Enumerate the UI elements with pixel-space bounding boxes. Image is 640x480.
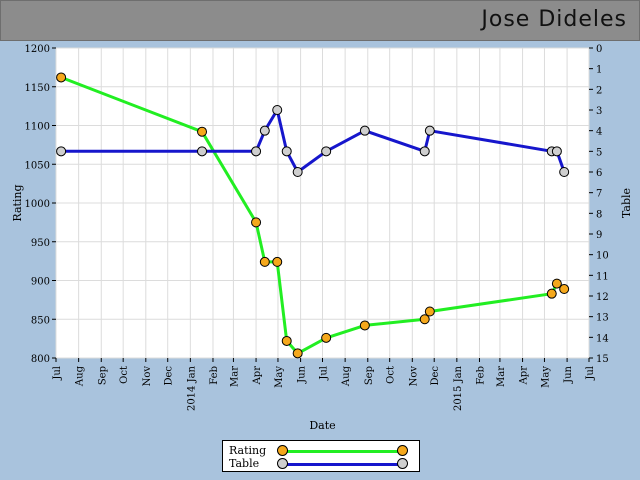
data-point-rating xyxy=(559,284,570,295)
x-tick-label: Oct xyxy=(119,366,130,384)
x-tick-label: Feb xyxy=(475,366,486,385)
y-right-tick-label: 15 xyxy=(596,354,609,365)
legend-item-rating: Rating xyxy=(229,444,419,457)
data-point-rating xyxy=(292,348,303,359)
data-point-rating xyxy=(546,288,557,299)
x-tick-label: 2014 Jan xyxy=(186,365,197,411)
y-right-tick-label: 6 xyxy=(596,168,602,179)
data-point-table xyxy=(559,167,570,177)
x-tick-label: Dec xyxy=(430,366,441,386)
series-line-rating xyxy=(60,76,566,355)
data-point-rating xyxy=(321,332,332,343)
x-axis-title: Date xyxy=(309,419,335,432)
x-tick-label: 2015 Jan xyxy=(453,365,464,411)
x-tick-label: Feb xyxy=(209,366,220,385)
x-tick-label: Jul xyxy=(319,366,330,381)
y-left-tick-label: 800 xyxy=(31,354,50,365)
x-tick-label: Jun xyxy=(297,365,308,383)
x-tick-label: Sep xyxy=(97,366,108,385)
y-right-tick-label: 12 xyxy=(596,292,609,303)
x-tick-label: Apr xyxy=(252,366,263,386)
x-tick-label: Nov xyxy=(408,366,419,387)
legend-marker xyxy=(397,445,408,456)
x-tick-label: Sep xyxy=(364,366,375,385)
y-left-tick-label: 1100 xyxy=(25,122,50,133)
y-left-tick-label: 1000 xyxy=(25,199,50,210)
y-left-tick-label: 850 xyxy=(31,315,50,326)
x-tick-label: Aug xyxy=(75,365,86,387)
data-point-table xyxy=(424,125,435,136)
y-left-tick-label: 1050 xyxy=(25,160,50,171)
y-right-tick-label: 13 xyxy=(596,313,609,324)
data-point-table xyxy=(419,146,430,157)
data-point-rating xyxy=(197,126,208,137)
data-point-table xyxy=(251,146,262,157)
y-right-tick-label: 3 xyxy=(596,106,602,117)
data-point-rating xyxy=(424,306,435,317)
y-right-tick-label: 8 xyxy=(596,209,602,220)
data-point-table xyxy=(259,125,270,136)
series xyxy=(56,72,570,359)
legend-marker xyxy=(277,458,288,469)
x-tick-label: Oct xyxy=(386,366,397,384)
legend-marker xyxy=(397,458,408,469)
legend-label: Table xyxy=(229,457,260,470)
legend-marker xyxy=(277,445,288,456)
x-tick-label: Mar xyxy=(496,366,507,387)
y-right-tick-label: 11 xyxy=(596,271,609,282)
data-point-table xyxy=(197,146,208,157)
y-right-tick-label: 5 xyxy=(596,147,602,158)
data-point-table xyxy=(359,125,370,136)
legend-line xyxy=(281,450,401,453)
y-right-tick-label: 14 xyxy=(596,333,609,344)
y-axis-right-title: Table xyxy=(620,188,633,218)
y-right-tick-label: 10 xyxy=(596,251,609,262)
data-point-rating xyxy=(551,278,562,289)
data-point-table xyxy=(551,146,562,157)
chart-legend: Rating Table xyxy=(222,440,420,472)
data-point-rating xyxy=(56,72,67,83)
data-point-rating xyxy=(272,256,283,267)
legend-label: Rating xyxy=(229,444,267,457)
data-point-rating xyxy=(251,217,262,228)
x-tick-label: Mar xyxy=(229,366,240,387)
y-right-tick-label: 4 xyxy=(596,127,602,138)
x-tick-label: Apr xyxy=(519,366,530,386)
y-right-tick-label: 7 xyxy=(596,189,602,200)
x-tick-label: May xyxy=(540,366,551,388)
data-point-table xyxy=(292,167,303,177)
data-point-table xyxy=(56,146,67,157)
x-tick-label: Jul xyxy=(585,366,596,381)
y-right-tick-label: 9 xyxy=(596,230,602,241)
data-point-rating xyxy=(359,320,370,331)
x-tick-label: Nov xyxy=(142,366,153,387)
data-point-table xyxy=(272,105,283,115)
x-tick-label: Dec xyxy=(164,366,175,386)
x-tick-label: Aug xyxy=(341,365,352,387)
x-tick-label: Jun xyxy=(563,365,574,383)
data-point-rating xyxy=(281,335,292,346)
y-axis-left-title: Rating xyxy=(11,184,24,221)
legend-item-table: Table xyxy=(229,457,419,470)
y-right-tick-label: 2 xyxy=(596,85,602,96)
y-left-tick-label: 950 xyxy=(31,238,50,249)
x-tick-label: Jul xyxy=(52,366,63,381)
y-left-tick-label: 1200 xyxy=(25,44,50,55)
data-point-rating xyxy=(259,256,270,267)
data-point-table xyxy=(281,146,292,157)
player-name: Jose Dideles xyxy=(481,7,627,32)
y-right-tick-label: 1 xyxy=(596,65,602,76)
x-tick-label: May xyxy=(274,366,285,388)
data-point-table xyxy=(321,146,332,157)
legend-line xyxy=(281,463,401,466)
data-point-rating xyxy=(419,314,430,325)
header-bar: Jose Dideles xyxy=(0,0,640,41)
y-left-tick-label: 1150 xyxy=(25,83,50,94)
y-right-tick-label: 0 xyxy=(596,44,602,55)
y-left-tick-label: 900 xyxy=(31,277,50,288)
